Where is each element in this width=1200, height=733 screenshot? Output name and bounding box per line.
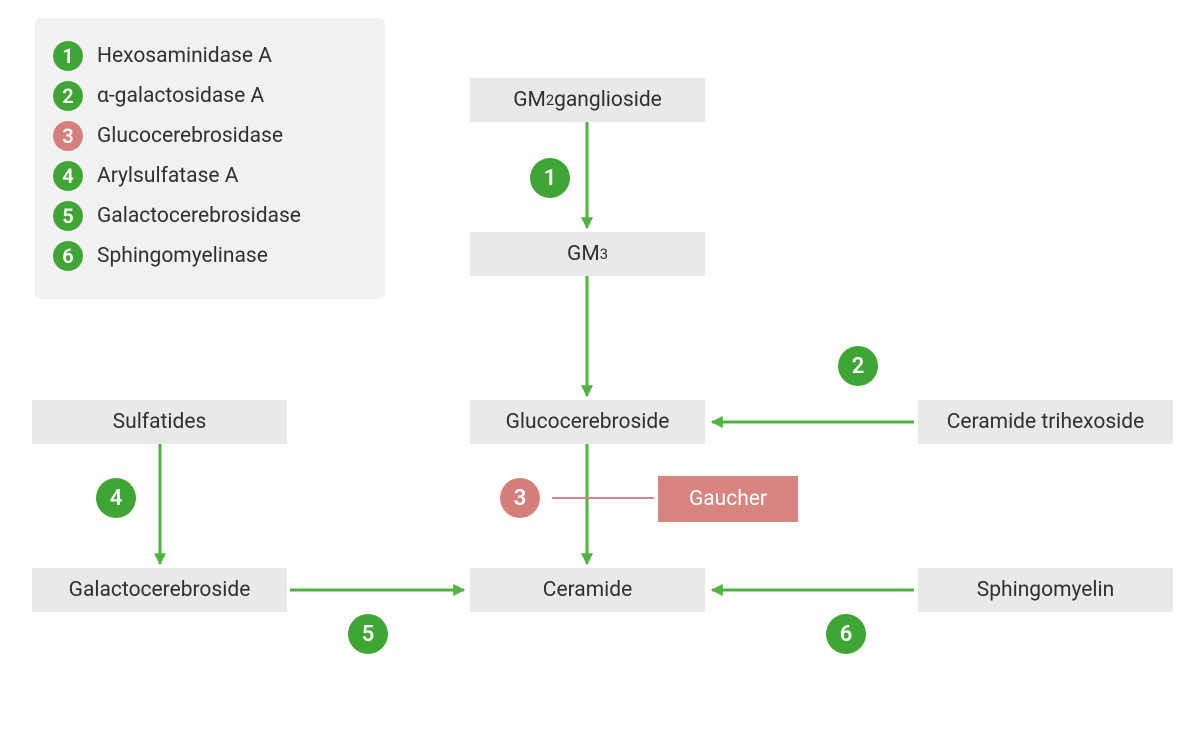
- legend-item: 4 Arylsulfatase A: [53, 161, 363, 191]
- legend-label: Sphingomyelinase: [97, 244, 268, 268]
- node-gm2: GM2 ganglioside: [470, 78, 705, 122]
- disease-gaucher: Gaucher: [658, 476, 798, 522]
- legend-label: α-galactosidase A: [97, 84, 264, 108]
- legend-label: Hexosaminidase A: [97, 44, 272, 68]
- enzyme-badge-2: 2: [838, 346, 878, 386]
- node-ceramide-trihexoside: Ceramide trihexoside: [918, 400, 1173, 444]
- legend-item: 2 α-galactosidase A: [53, 81, 363, 111]
- legend-badge: 5: [53, 201, 83, 231]
- legend-item: 1 Hexosaminidase A: [53, 41, 363, 71]
- node-gm3: GM3: [470, 232, 705, 276]
- legend-badge: 1: [53, 41, 83, 71]
- node-sulfatides: Sulfatides: [32, 400, 287, 444]
- enzyme-badge-5: 5: [348, 614, 388, 654]
- legend-label: Galactocerebrosidase: [97, 204, 301, 228]
- legend-badge: 3: [53, 121, 83, 151]
- legend-badge: 6: [53, 241, 83, 271]
- legend-badge: 4: [53, 161, 83, 191]
- legend-item: 5 Galactocerebrosidase: [53, 201, 363, 231]
- node-sphingomyelin: Sphingomyelin: [918, 568, 1173, 612]
- legend-label: Arylsulfatase A: [97, 164, 238, 188]
- node-glucocerebroside: Glucocerebroside: [470, 400, 705, 444]
- node-ceramide: Ceramide: [470, 568, 705, 612]
- diagram-canvas: 1 Hexosaminidase A 2 α-galactosidase A 3 Gluc…: [0, 0, 1200, 733]
- legend-badge: 2: [53, 81, 83, 111]
- enzyme-badge-6: 6: [826, 614, 866, 654]
- enzyme-badge-4: 4: [96, 478, 136, 518]
- legend-item: 6 Sphingomyelinase: [53, 241, 363, 271]
- enzyme-badge-3: 3: [500, 478, 540, 518]
- legend-label: Glucocerebrosidase: [97, 124, 283, 148]
- legend-box: 1 Hexosaminidase A 2 α-galactosidase A 3 Gluc…: [35, 18, 385, 299]
- node-galactocerebroside: Galactocerebroside: [32, 568, 287, 612]
- legend-item: 3 Glucocerebrosidase: [53, 121, 363, 151]
- enzyme-badge-1: 1: [530, 158, 570, 198]
